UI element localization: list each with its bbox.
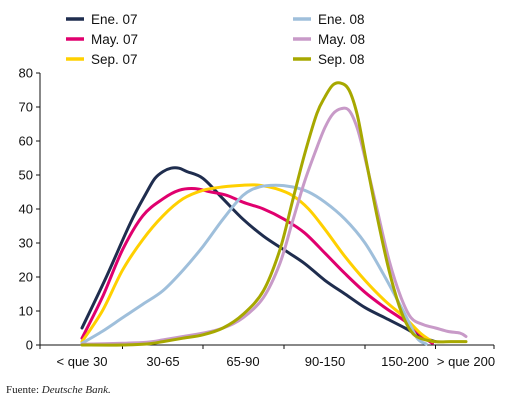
- x-tick-label: 65-90: [226, 354, 259, 369]
- series-line-may-07: [80, 187, 434, 345]
- x-tick-label: 30-65: [146, 354, 179, 369]
- series-line-sep-07: [80, 183, 434, 344]
- x-tick-label: > que 200: [437, 354, 495, 369]
- y-tick-label: 20: [19, 270, 33, 285]
- y-tick-label: 60: [19, 134, 33, 149]
- axes: 0 10 20 30 40 50 60 70 80 < que 30 30-65 65-90 90-15…: [19, 66, 496, 370]
- series-line-sep-08: [80, 81, 468, 347]
- x-tick-label: 150-200: [381, 354, 429, 369]
- legend-label-ene-07: Ene. 07: [91, 12, 138, 27]
- source-prefix: Fuente:: [6, 384, 42, 396]
- y-tick-label: 0: [26, 338, 33, 353]
- y-tick-label: 40: [19, 202, 33, 217]
- legend: Ene. 07 May. 07 Sep. 07 Ene. 08 May. 08 Sep. …: [66, 12, 365, 67]
- y-tick-label: 10: [19, 304, 33, 319]
- legend-label-sep-08: Sep. 08: [318, 52, 365, 67]
- series-lines: [80, 81, 468, 347]
- x-tick-label: 90-150: [305, 354, 345, 369]
- y-tick-label: 70: [19, 100, 33, 115]
- legend-label-sep-07: Sep. 07: [91, 52, 138, 67]
- series-line-may-08: [80, 106, 468, 346]
- line-chart: Ene. 07 May. 07 Sep. 07 Ene. 08 May. 08 Sep. …: [19, 12, 496, 370]
- source-note: Fuente: Deutsche Bank.: [6, 384, 111, 396]
- x-tick-label: < que 30: [57, 354, 108, 369]
- source-name: Deutsche Bank.: [41, 384, 111, 396]
- y-tick-label: 80: [19, 66, 33, 81]
- y-tick-label: 50: [19, 168, 33, 183]
- series-line-ene-07: [80, 166, 437, 344]
- series-line-ene-08: [80, 183, 428, 346]
- legend-label-may-08: May. 08: [318, 32, 365, 47]
- y-tick-label: 30: [19, 236, 33, 251]
- legend-label-ene-08: Ene. 08: [318, 12, 365, 27]
- legend-label-may-07: May. 07: [91, 32, 138, 47]
